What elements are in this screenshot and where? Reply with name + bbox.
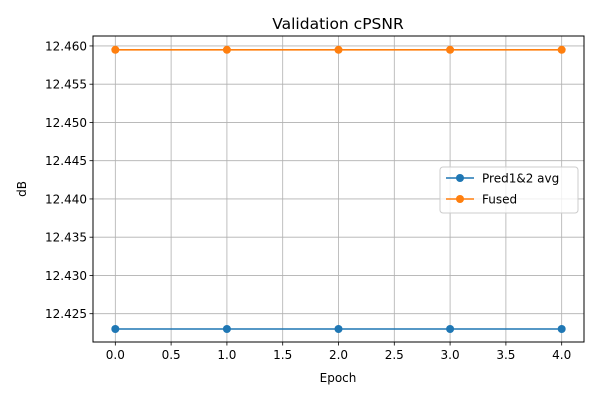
legend: Pred1&2 avg Fused bbox=[439, 166, 579, 214]
y-tick-label: 12.440 bbox=[45, 192, 87, 206]
ticks: 0.0 0.5 1.0 1.5 2.0 2.5 3.0 3.5 4.0 12.425 12.430 1… bbox=[45, 39, 571, 362]
x-tick-label: 1.0 bbox=[217, 348, 236, 362]
data-point bbox=[334, 324, 343, 333]
y-tick-label: 12.435 bbox=[45, 231, 87, 245]
x-tick-label: 0.0 bbox=[106, 348, 125, 362]
data-point bbox=[111, 324, 120, 333]
data-point bbox=[222, 45, 231, 54]
x-tick-label: 3.5 bbox=[496, 348, 515, 362]
data-point bbox=[446, 45, 455, 54]
x-tick-label: 2.5 bbox=[385, 348, 404, 362]
plot-data bbox=[111, 45, 566, 333]
legend-box bbox=[439, 166, 579, 214]
legend-marker bbox=[456, 195, 464, 203]
y-axis-label: dB bbox=[15, 181, 29, 197]
y-tick-label: 12.425 bbox=[45, 307, 87, 321]
y-tick-label: 12.450 bbox=[45, 116, 87, 130]
y-tick-label: 12.455 bbox=[45, 78, 87, 92]
chart-title: Validation cPSNR bbox=[272, 15, 404, 33]
y-tick-label: 12.445 bbox=[45, 154, 87, 168]
x-axis-label: Epoch bbox=[320, 371, 357, 385]
x-tick-label: 1.5 bbox=[273, 348, 292, 362]
x-tick-label: 0.5 bbox=[162, 348, 181, 362]
data-point bbox=[111, 45, 120, 54]
legend-marker bbox=[456, 174, 464, 182]
y-tick-label: 12.430 bbox=[45, 269, 87, 283]
data-point bbox=[222, 324, 231, 333]
y-tick-label: 12.460 bbox=[45, 39, 87, 53]
x-tick-label: 4.0 bbox=[552, 348, 571, 362]
data-point bbox=[557, 324, 566, 333]
x-tick-label: 2.0 bbox=[329, 348, 348, 362]
legend-label: Fused bbox=[482, 193, 517, 207]
x-tick-label: 3.0 bbox=[441, 348, 460, 362]
data-point bbox=[334, 45, 343, 54]
data-point bbox=[557, 45, 566, 54]
legend-label: Pred1&2 avg bbox=[482, 172, 559, 186]
data-point bbox=[446, 324, 455, 333]
